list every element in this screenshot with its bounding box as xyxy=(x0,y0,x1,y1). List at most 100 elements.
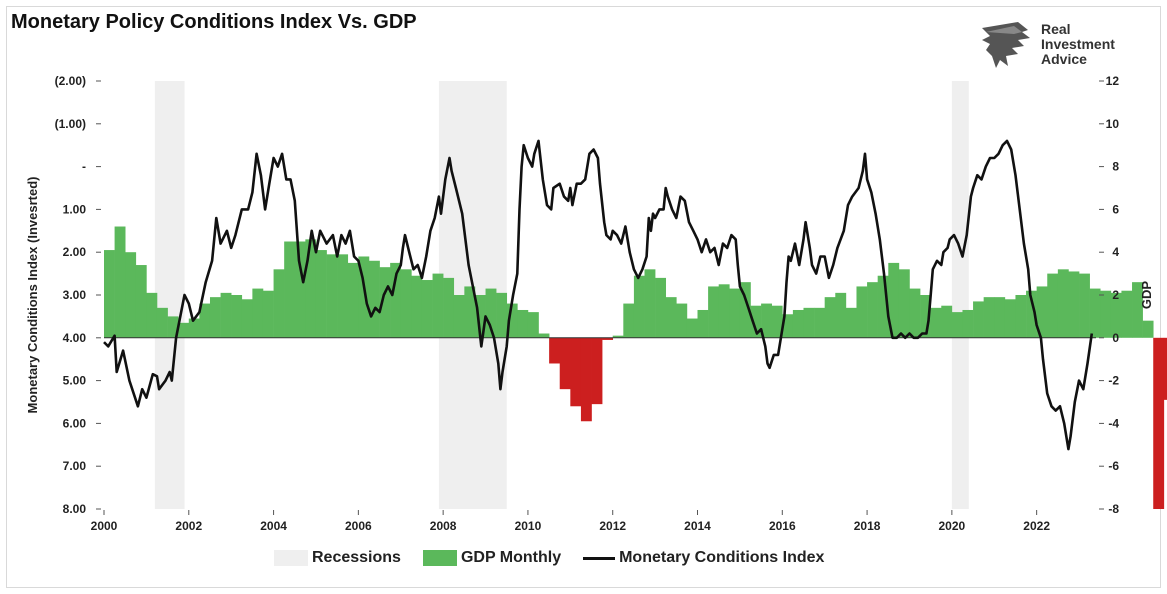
gdp-bar xyxy=(125,252,137,338)
right-tick-label: 2 xyxy=(1112,288,1119,302)
gdp-bar xyxy=(877,275,889,338)
gdp-bar xyxy=(930,307,942,338)
left-tick-label: (1.00) xyxy=(55,117,86,131)
brand-line-3: Advice xyxy=(1041,51,1087,67)
gdp-bar xyxy=(1132,282,1143,338)
gdp-bar xyxy=(782,314,794,338)
gdp-bar xyxy=(835,292,847,338)
gdp-bar xyxy=(761,303,772,338)
right-tick-label: 0 xyxy=(1112,331,1119,345)
gdp-bar xyxy=(803,307,815,338)
gdp-bar xyxy=(1163,337,1167,400)
gdp-bar xyxy=(845,307,857,338)
gdp-bar xyxy=(739,282,751,338)
gdp-bar xyxy=(824,297,836,338)
gdp-bar xyxy=(368,260,380,338)
x-tick-label: 2004 xyxy=(260,519,287,533)
gdp-bar xyxy=(983,297,995,338)
gdp-bar xyxy=(517,309,529,338)
left-tick-label: 3.00 xyxy=(63,288,87,302)
gdp-bar xyxy=(464,286,476,338)
x-tick-label: 2006 xyxy=(345,519,372,533)
gdp-bar xyxy=(284,241,296,338)
gdp-bar xyxy=(1121,290,1133,338)
right-tick-label: -6 xyxy=(1108,459,1119,473)
gdp-bar xyxy=(379,267,391,338)
recession-band-2 xyxy=(951,81,969,509)
gdp-bar xyxy=(771,305,783,338)
gdp-bar xyxy=(941,305,953,338)
gdp-bar xyxy=(1057,269,1069,338)
chart-title: Monetary Policy Conditions Index Vs. GDP xyxy=(11,11,417,33)
gdp-bar xyxy=(686,318,698,338)
gdp-bar xyxy=(1004,299,1016,338)
left-tick-label: 5.00 xyxy=(63,374,87,388)
left-tick-label: - xyxy=(82,160,86,174)
x-axis: 2000 2002 2004 2006 2008 2010 2012 2014 2016 2018… xyxy=(91,510,1050,533)
gdp-bar xyxy=(104,250,115,338)
right-tick-label: -2 xyxy=(1108,374,1119,388)
gdp-bar xyxy=(231,295,243,338)
left-tick-label: (2.00) xyxy=(55,74,86,88)
gdp-bar xyxy=(570,337,582,407)
gdp-bar xyxy=(421,280,433,338)
gdp-bar xyxy=(559,337,571,390)
gdp-bar xyxy=(655,277,667,338)
gdp-bar xyxy=(199,303,211,338)
x-tick-label: 2022 xyxy=(1023,519,1050,533)
right-tick-label: -4 xyxy=(1108,416,1119,430)
right-tick-label: 4 xyxy=(1112,245,1119,259)
gdp-bar xyxy=(220,292,232,338)
gdp-bar xyxy=(485,288,497,338)
gdp-bar xyxy=(602,337,614,340)
gdp-bar xyxy=(549,337,561,364)
right-tick-label: 10 xyxy=(1106,117,1120,131)
legend-label-gdp: GDP Monthly xyxy=(460,549,562,566)
right-axis: 12 10 8 6 4 2 0 -2 -4 -6 -8 xyxy=(1099,74,1119,516)
gdp-bar xyxy=(167,316,179,338)
gdp-bar xyxy=(962,309,974,338)
gdp-bar xyxy=(390,262,402,338)
mci-line-group xyxy=(103,139,1094,451)
gdp-bar xyxy=(358,256,370,338)
x-tick-label: 2000 xyxy=(91,519,118,533)
gdp-bar xyxy=(1079,273,1090,338)
x-tick-label: 2014 xyxy=(684,519,711,533)
gdp-bar xyxy=(708,286,720,338)
gdp-bar xyxy=(920,295,931,338)
gdp-bars xyxy=(104,226,1167,509)
gdp-bar xyxy=(676,303,688,338)
left-tick-label: 1.00 xyxy=(63,202,87,216)
gdp-bar xyxy=(792,309,804,338)
left-tick-label: 8.00 xyxy=(63,502,87,516)
gdp-bar xyxy=(1089,288,1101,338)
gdp-bar xyxy=(718,284,730,338)
gdp-bar xyxy=(474,295,486,338)
gdp-bar xyxy=(209,297,221,338)
gdp-bar xyxy=(1036,286,1048,338)
right-axis-title: GDP xyxy=(1139,281,1154,310)
gdp-bar xyxy=(1142,320,1154,338)
gdp-bar xyxy=(506,303,518,338)
gdp-bar xyxy=(867,282,878,338)
gdp-bar xyxy=(856,286,868,338)
gdp-bar xyxy=(400,269,412,338)
legend-gdp: GDP Monthly xyxy=(422,549,562,567)
gdp-bar xyxy=(1110,292,1122,338)
legend-recessions: Recessions xyxy=(274,549,401,567)
left-tick-label: 7.00 xyxy=(63,459,87,473)
gdp-bar xyxy=(294,241,306,338)
x-tick-label: 2012 xyxy=(599,519,626,533)
gdp-bar xyxy=(994,297,1006,338)
gdp-bar xyxy=(612,335,624,338)
brand-logo xyxy=(978,20,1148,72)
x-tick-label: 2018 xyxy=(854,519,881,533)
gdp-bar xyxy=(623,303,635,338)
left-tick-label: 6.00 xyxy=(63,416,87,430)
legend-swatch-recessions xyxy=(274,550,308,566)
right-tick-label: 12 xyxy=(1106,74,1120,88)
brand-line-1: Real xyxy=(1041,21,1071,37)
legend-swatch-mci xyxy=(583,556,616,560)
gdp-bar xyxy=(665,297,677,338)
